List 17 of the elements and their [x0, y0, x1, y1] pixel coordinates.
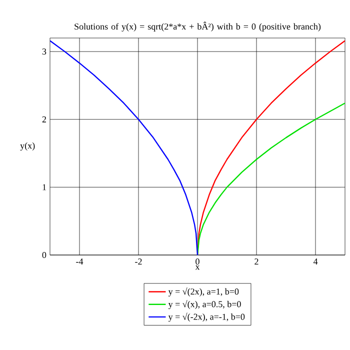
legend-label: y = √(-2x), a=-1, b=0 [168, 312, 245, 322]
y-tick-label: 2 [42, 116, 46, 122]
x-tick-label: 2 [254, 258, 258, 264]
line-series [50, 40, 198, 255]
x-tick-label: -4 [76, 258, 84, 264]
x-axis-title: x [195, 265, 200, 270]
x-tick-label: 4 [313, 258, 318, 264]
legend-label: y = √(2x), a=1, b=0 [168, 287, 239, 296]
chart-title: Solutions of y(x) = sqrt(2*a*x + bÂ²) with b = 0 (positive branch) [74, 22, 321, 32]
y-tick-label: 3 [42, 48, 46, 55]
y-tick-label: 1 [42, 184, 46, 190]
x-tick-label: -2 [135, 258, 142, 264]
y-tick-label: 0 [42, 252, 46, 258]
line-series [196, 102, 345, 255]
x-tick-label: 0 [196, 258, 200, 265]
legend-label: y = √(x), a=0.5, b=0 [168, 300, 241, 310]
y-axis-title: y(x) [20, 142, 35, 151]
